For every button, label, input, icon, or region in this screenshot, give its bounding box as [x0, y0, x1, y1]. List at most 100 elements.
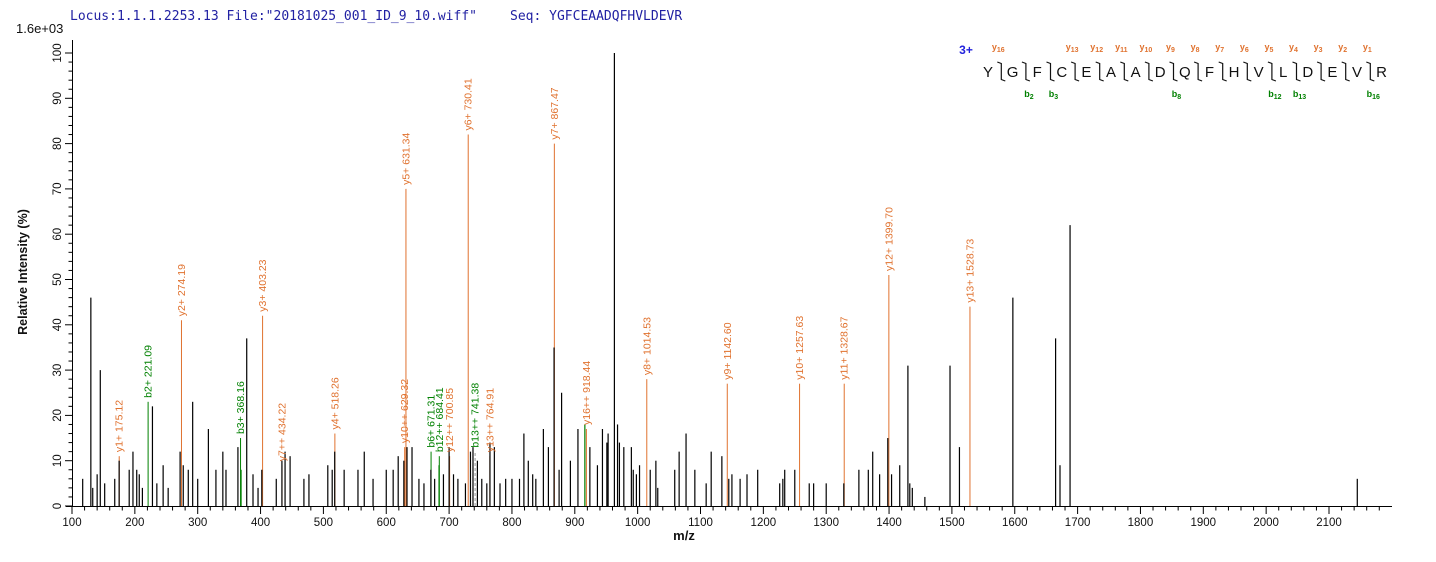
y-ion-map-label: y3	[1314, 42, 1323, 54]
x-tick-label: 700	[440, 517, 459, 529]
residue-letter: C	[1056, 64, 1067, 81]
fragmentation-mark	[1144, 61, 1154, 82]
residue-letter: Q	[1179, 64, 1191, 81]
residue-letter: V	[1254, 64, 1264, 81]
y-ion-map-label: y1	[1363, 42, 1372, 54]
locus-file-header: Locus:1.1.1.2253.13 File:"20181025_001_I…	[70, 9, 477, 24]
y-ion-label: y8+ 1014.53	[641, 317, 653, 375]
b-ion-label: b13++ 741.38	[470, 383, 482, 448]
precursor-charge: 3+	[959, 43, 973, 57]
y-tick-label: 90	[52, 92, 64, 105]
x-axis-title: m/z	[673, 528, 695, 543]
x-tick-label: 1800	[1128, 517, 1154, 529]
y-ion-map-label: y2	[1338, 42, 1347, 54]
residue-letter: F	[1205, 64, 1214, 81]
fragmentation-mark	[1243, 61, 1252, 82]
sequence-header: Seq: YGFCEAADQFHVLDEVR	[510, 9, 682, 24]
x-tick-label: 2000	[1253, 517, 1279, 529]
y-ion-label: y12+ 1399.70	[883, 207, 895, 271]
b-ion-label: b3+ 368.16	[235, 381, 247, 434]
y-axis-title: Relative Intensity (%)	[16, 209, 30, 335]
y-tick-label: 60	[52, 228, 64, 241]
fragmentation-mark	[1169, 61, 1178, 82]
b-ion-map-label: b13	[1293, 89, 1306, 101]
y-ion-label: y6+ 730.41	[463, 78, 475, 130]
fragmentation-mark	[997, 61, 1006, 82]
y-ion-label: y2+ 274.19	[176, 264, 188, 316]
fragmentation-mark	[1292, 61, 1301, 82]
y-tick-label: 70	[52, 183, 64, 196]
fragmentation-mark	[1267, 61, 1277, 82]
x-tick-label: 1100	[688, 517, 713, 529]
y-ion-map-label: y7	[1215, 42, 1224, 54]
x-tick-label: 200	[125, 517, 144, 529]
y-ion-label: y11+ 1328.67	[839, 316, 851, 379]
residue-letter: Y	[983, 64, 993, 81]
x-tick-label: 2100	[1316, 517, 1342, 529]
y-ion-map-label: y8	[1191, 42, 1200, 54]
y-tick-label: 20	[52, 409, 64, 422]
fragmentation-mark	[1021, 61, 1031, 82]
y-ion-map-label: y16	[992, 42, 1005, 54]
x-tick-label: 1300	[813, 517, 839, 529]
y-ion-label: y9+ 1142.60	[722, 322, 734, 379]
x-tick-label: 600	[377, 517, 396, 529]
b-ion-map-label: b16	[1367, 89, 1380, 101]
x-tick-label: 100	[62, 517, 81, 529]
x-tick-label: 1000	[625, 517, 651, 529]
y-tick-label: 10	[52, 454, 64, 467]
y-ion-label: y3+ 403.23	[257, 259, 269, 311]
fragmentation-mark	[1095, 61, 1104, 82]
y-ion-label: y10+ 1257.63	[794, 316, 806, 380]
annotation-labels: y1+ 175.12 b2+ 221.09 y2+ 274.19 b3+ 368.16…	[114, 78, 977, 461]
residue-letter: G	[1007, 64, 1019, 81]
y-ion-label: y10++ 629.32	[399, 379, 411, 443]
fragmentation-mark	[1341, 61, 1350, 82]
y-ion-label: y5+ 631.34	[400, 132, 412, 184]
y-ion-label: y12++ 700.85	[444, 388, 456, 452]
residue-letter: E	[1081, 64, 1091, 81]
y-ion-label: y1+ 175.12	[114, 400, 126, 452]
y-ion-label: y16++ 918.44	[581, 361, 593, 425]
y-ion-map-label: y9	[1166, 42, 1175, 54]
x-tick-label: 1500	[939, 517, 965, 529]
y-ion-label: y7++ 434.22	[277, 403, 289, 462]
seq-label: Seq:	[510, 9, 550, 24]
fragmentation-mark	[1120, 61, 1129, 82]
y-tick-label: 80	[52, 137, 64, 150]
fragmentation-mark	[1316, 61, 1326, 82]
x-tick-label: 1200	[751, 517, 777, 529]
fragmentation-mark	[1193, 61, 1203, 82]
b-ion-label: b2+ 221.09	[143, 345, 155, 398]
x-tick-label: 300	[188, 517, 207, 529]
x-tick-label: 900	[565, 517, 584, 529]
y-ion-map-label: y10	[1139, 42, 1152, 54]
b-ion-label: b6+ 671.31	[426, 395, 438, 448]
b-ion-map-label: b2	[1024, 89, 1034, 101]
fragmentation-mark	[1070, 61, 1080, 82]
residue-letter: H	[1229, 64, 1240, 81]
b-ion-map-label: b8	[1172, 89, 1182, 101]
x-tick-label: 1700	[1065, 517, 1091, 529]
y-ion-map-label: y12	[1090, 42, 1103, 54]
residue-letter: E	[1327, 64, 1337, 81]
y-ion-label: y13++ 764.91	[484, 388, 496, 452]
x-tick-label: 500	[314, 517, 333, 529]
axes: 100 200 300 400 500 600 700 800 900 1000 1100 1200 1…	[52, 40, 1392, 529]
y-tick-label: 40	[52, 318, 64, 331]
x-tick-label: 400	[251, 517, 270, 529]
y-tick-label: 30	[52, 364, 64, 377]
residue-letter: D	[1155, 64, 1166, 81]
residue-letter: A	[1131, 64, 1141, 81]
residue-letter: R	[1376, 64, 1387, 81]
y-ion-label: y4+ 518.26	[329, 377, 341, 429]
residue-letter: A	[1106, 64, 1116, 81]
residue-letter: L	[1279, 64, 1287, 81]
fragmentation-mark	[1218, 61, 1227, 82]
x-tick-label: 1900	[1191, 517, 1217, 529]
y-scale-note: 1.6e+03	[16, 21, 63, 36]
x-tick-label: 800	[502, 517, 521, 529]
seq-value: YGFCEAADQFHVLDEVR	[549, 9, 683, 24]
y-ion-label: y7+ 867.47	[549, 87, 561, 139]
